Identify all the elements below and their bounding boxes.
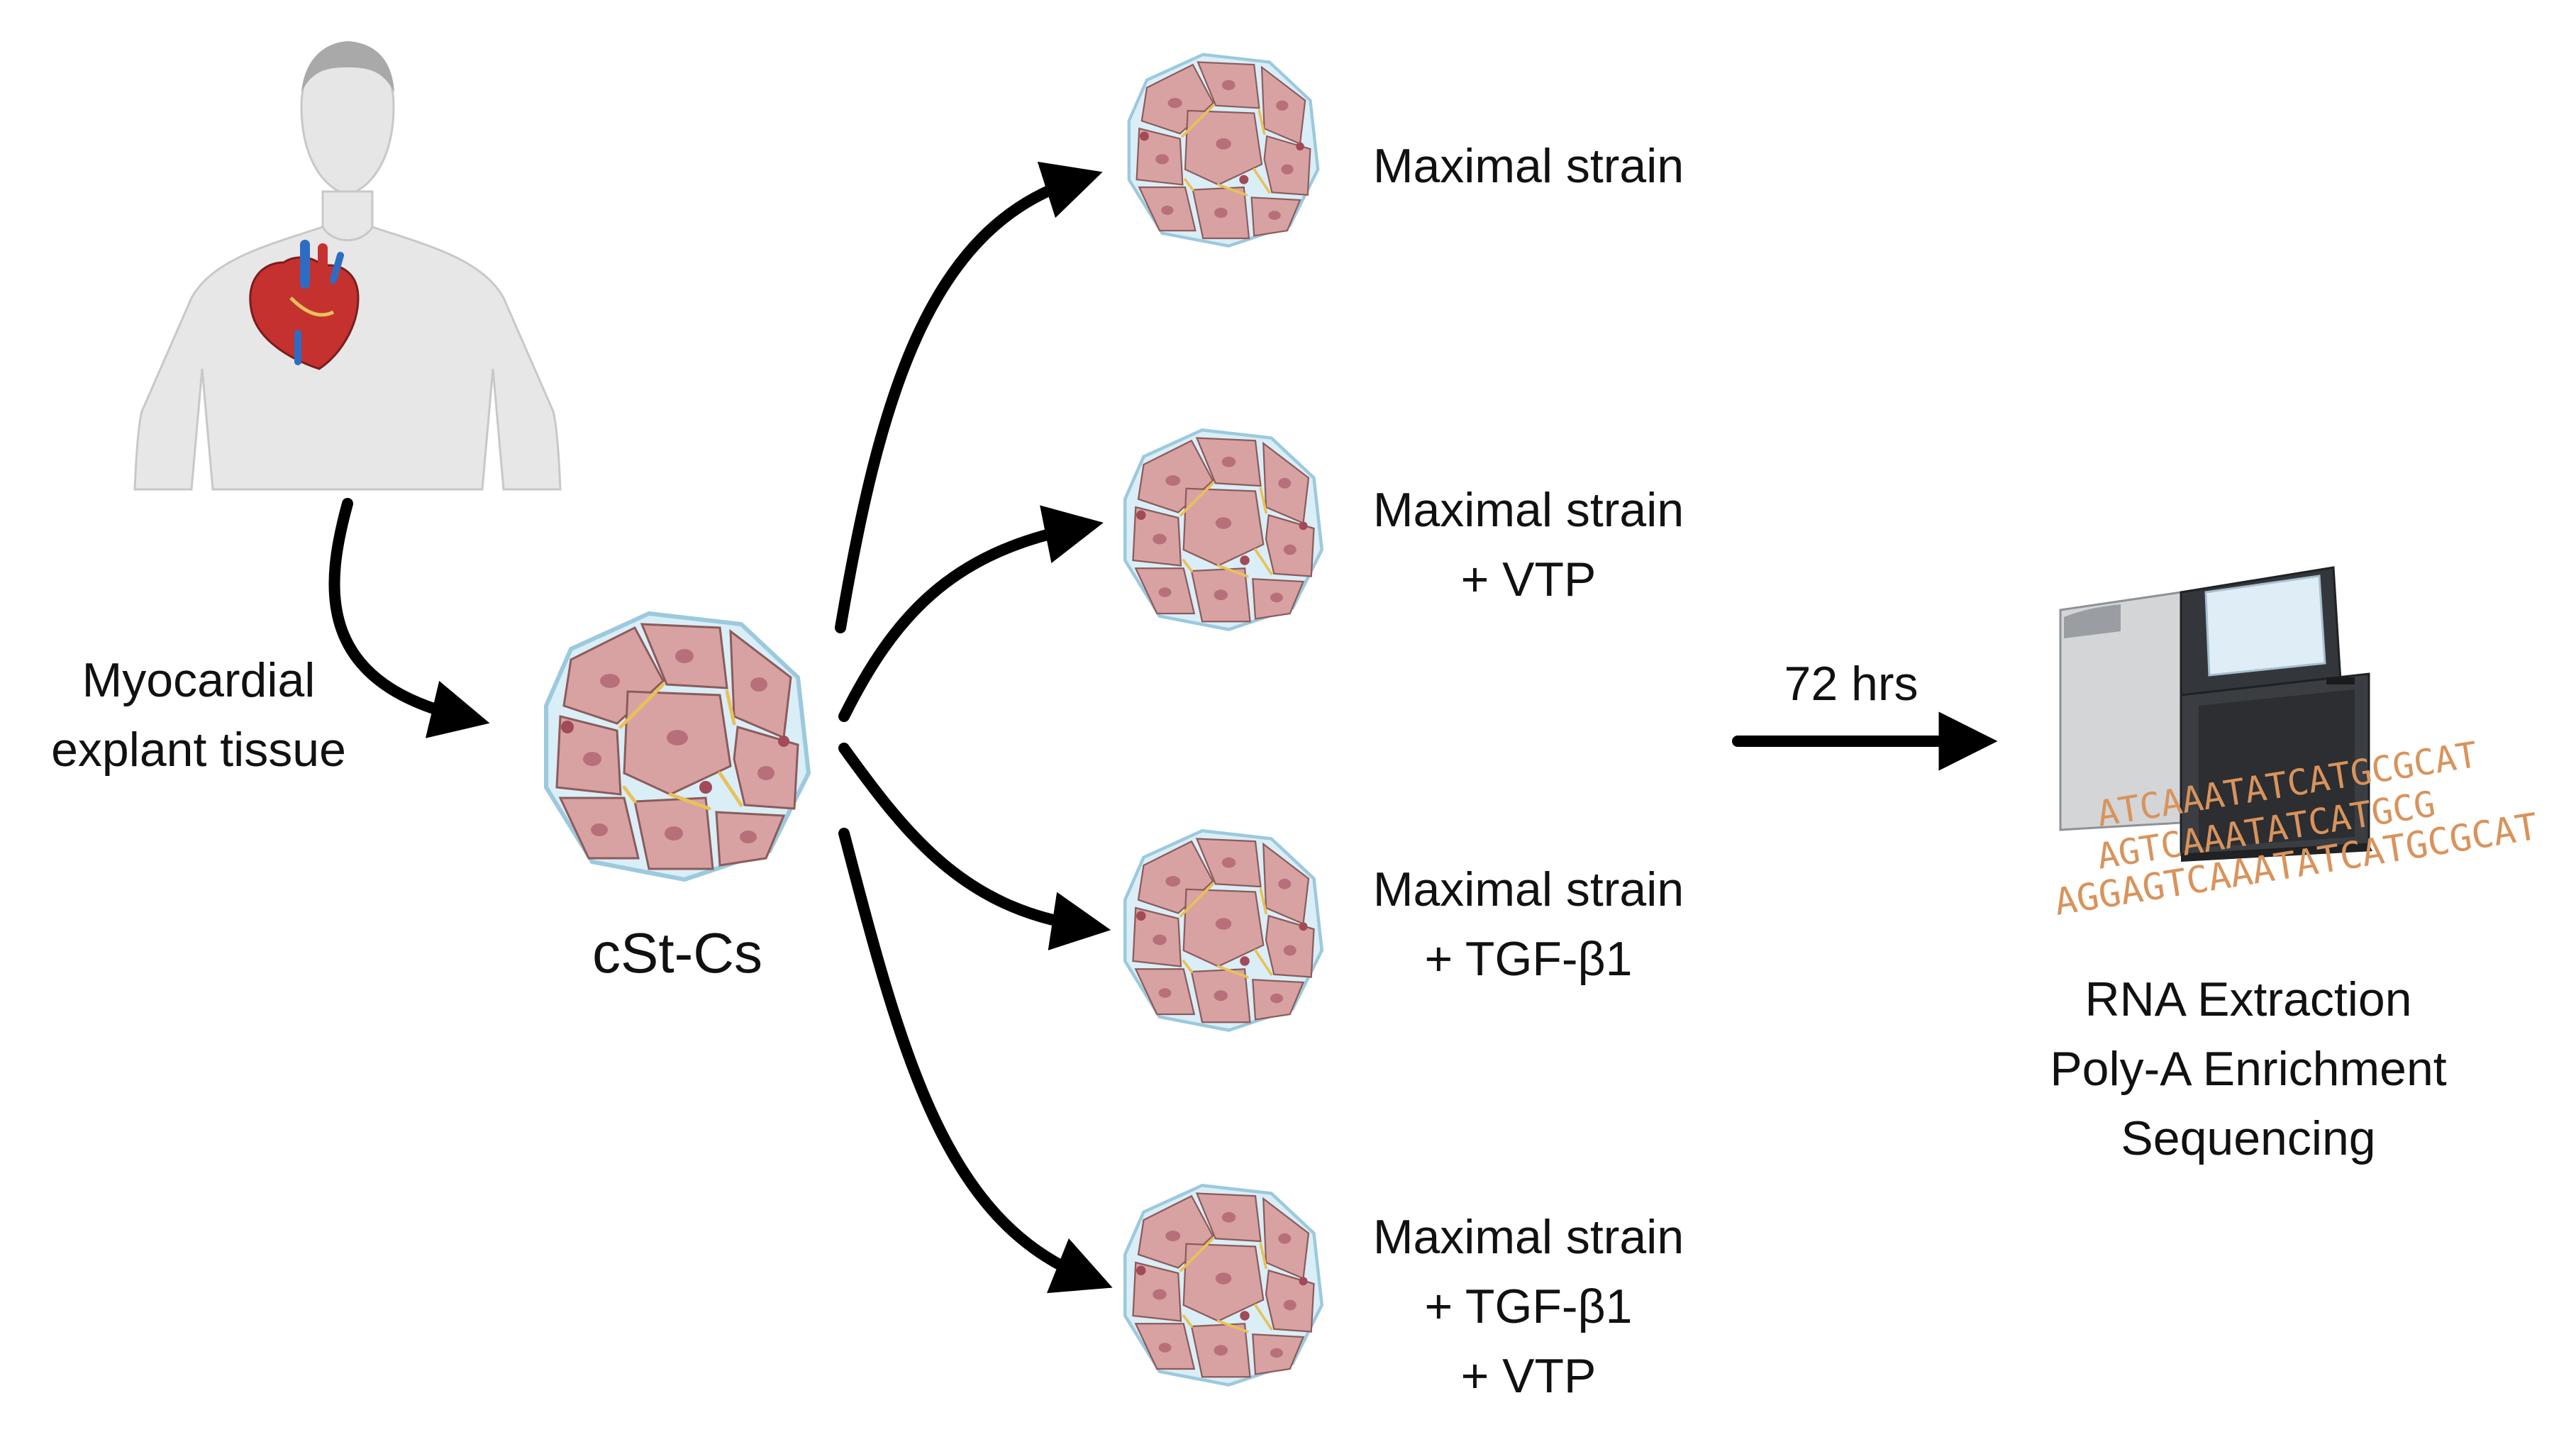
time-label: 72 hrs [1784, 657, 1919, 711]
slice-condition-1 [1129, 55, 1318, 246]
condition-3-line1: Maximal strain [1372, 862, 1684, 916]
tissue-label-line1: Myocardial [82, 653, 316, 707]
slice-condition-2 [1125, 430, 1322, 629]
condition-2-line2: + VTP [1460, 553, 1597, 606]
arrow-branch-4 [838, 828, 1113, 1294]
processing-label: RNA Extraction Poly-A Enrichment Sequenc… [1986, 965, 2511, 1173]
condition-1-line1: Maximal strain [1372, 139, 1684, 193]
condition-label-1: Maximal strain [1330, 131, 1727, 201]
slice-condition-3 [1125, 831, 1322, 1030]
tissue-label-line2: explant tissue [51, 723, 346, 777]
cst-cs-tissue-slice [546, 614, 809, 880]
sequencer-machine-icon [2059, 566, 2372, 862]
slice-label: cSt-Cs [592, 921, 762, 984]
arrow-branch-2 [838, 505, 1104, 722]
processing-line1: RNA Extraction [2084, 972, 2412, 1026]
arrow-tissue-to-slice [328, 498, 490, 738]
processing-line3: Sequencing [2121, 1111, 2376, 1165]
slice-condition-4 [1125, 1185, 1322, 1385]
condition-2-line1: Maximal strain [1372, 483, 1684, 537]
arrow-branch-1 [835, 161, 1103, 633]
condition-4-line3: + VTP [1460, 1349, 1597, 1403]
tissue-label: Myocardial explant tissue [28, 645, 369, 784]
condition-label-4: Maximal strain + TGF-β1 + VTP [1330, 1202, 1727, 1411]
condition-4-line2: + TGF-β1 [1424, 1280, 1633, 1333]
condition-label-2: Maximal strain + VTP [1330, 475, 1727, 614]
condition-label-3: Maximal strain + TGF-β1 [1330, 855, 1727, 994]
arrow-branch-3 [838, 743, 1111, 950]
heart-icon [249, 240, 360, 370]
condition-3-line2: + TGF-β1 [1424, 932, 1633, 986]
condition-4-line1: Maximal strain [1372, 1210, 1684, 1264]
processing-line2: Poly-A Enrichment [2050, 1042, 2447, 1096]
human-torso-figure [133, 41, 562, 491]
